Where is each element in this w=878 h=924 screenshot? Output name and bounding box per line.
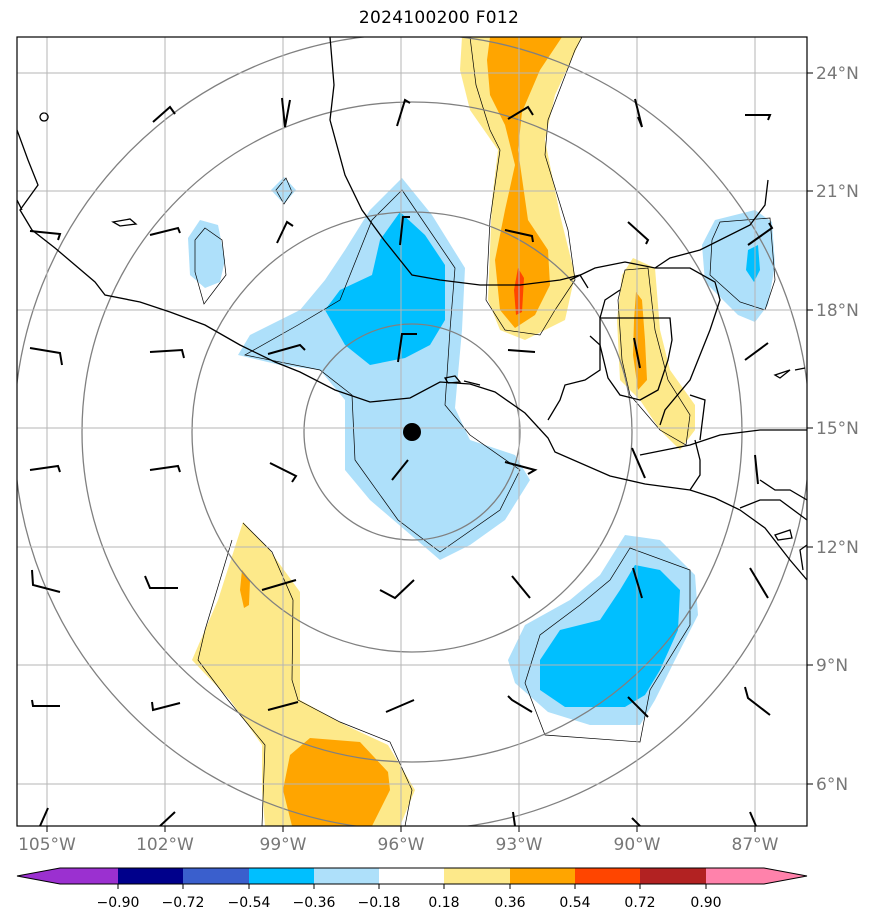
colorbar-outline	[16, 867, 808, 885]
colorbar-segment	[706, 868, 765, 884]
map-area[interactable]	[14, 34, 810, 830]
map-frame	[16, 36, 808, 827]
lon-label: 105°W	[18, 835, 76, 855]
strong-positive-southwest	[240, 570, 250, 608]
strong-positive-south	[283, 738, 390, 826]
lat-label: 6°N	[816, 775, 848, 795]
lat-label: 15°N	[816, 419, 859, 439]
strong-negative-central	[325, 212, 445, 365]
lat-label: 18°N	[816, 301, 859, 321]
colorbar-segment	[118, 868, 184, 884]
lat-label: 9°N	[816, 656, 848, 676]
colorbar-tick-label: 0.54	[559, 895, 590, 911]
colorbar-tick-label: −0.90	[97, 895, 140, 911]
colorbar-segment	[640, 868, 707, 884]
colorbar-segment	[314, 868, 380, 884]
strong-negative-southeast	[540, 565, 680, 707]
colorbar-segment	[444, 868, 511, 884]
strong-negative-east	[746, 245, 760, 282]
colorbar-tick-label: −0.18	[358, 895, 401, 911]
colorbar-tick-label: −0.54	[228, 895, 271, 911]
colorbar-segment	[379, 868, 445, 884]
lat-label: 21°N	[816, 182, 859, 202]
negative-area-central	[238, 178, 530, 560]
negative-area-east	[702, 210, 775, 322]
colorbar-extend-low	[17, 868, 60, 884]
colorbar-tick-label: 0.72	[624, 895, 655, 911]
axis-ticks	[46, 72, 813, 832]
colorbar: −0.90 −0.72 −0.54 −0.36 −0.18 0.18 0.36 …	[16, 867, 808, 911]
latitude-labels: 24°N 21°N 18°N 15°N 12°N 9°N 6°N	[816, 64, 859, 795]
colorbar-segment	[575, 868, 641, 884]
coastlines	[17, 37, 807, 581]
storm-center-marker[interactable]	[403, 423, 421, 441]
colorbar-tick-label: 0.36	[494, 895, 525, 911]
shaded-fields	[188, 37, 775, 826]
colorbar-tick-label: −0.72	[162, 895, 205, 911]
lon-label: 99°W	[260, 835, 307, 855]
lon-label: 87°W	[732, 835, 779, 855]
colorbar-tick-label: 0.90	[690, 895, 721, 911]
negative-area-west	[188, 220, 225, 288]
lon-label: 96°W	[378, 835, 425, 855]
colorbar-segment	[510, 868, 576, 884]
lon-label: 90°W	[614, 835, 661, 855]
wind-barbs	[29, 97, 774, 826]
colorbar-tick-label: −0.36	[293, 895, 336, 911]
colorbar-segment	[249, 868, 315, 884]
colorbar-segment	[60, 868, 119, 884]
colorbar-tick-label: 0.18	[428, 895, 459, 911]
positive-area-gulf	[617, 258, 695, 450]
map-title: 2024100200 F012	[358, 8, 520, 28]
lon-label: 93°W	[496, 835, 543, 855]
lat-label: 12°N	[816, 538, 859, 558]
colorbar-segment	[183, 868, 250, 884]
lat-label: 24°N	[816, 64, 859, 84]
colorbar-extend-high	[764, 868, 807, 884]
lon-label: 102°W	[136, 835, 194, 855]
longitude-labels: 105°W 102°W 99°W 96°W 93°W 90°W 87°W	[18, 835, 779, 855]
